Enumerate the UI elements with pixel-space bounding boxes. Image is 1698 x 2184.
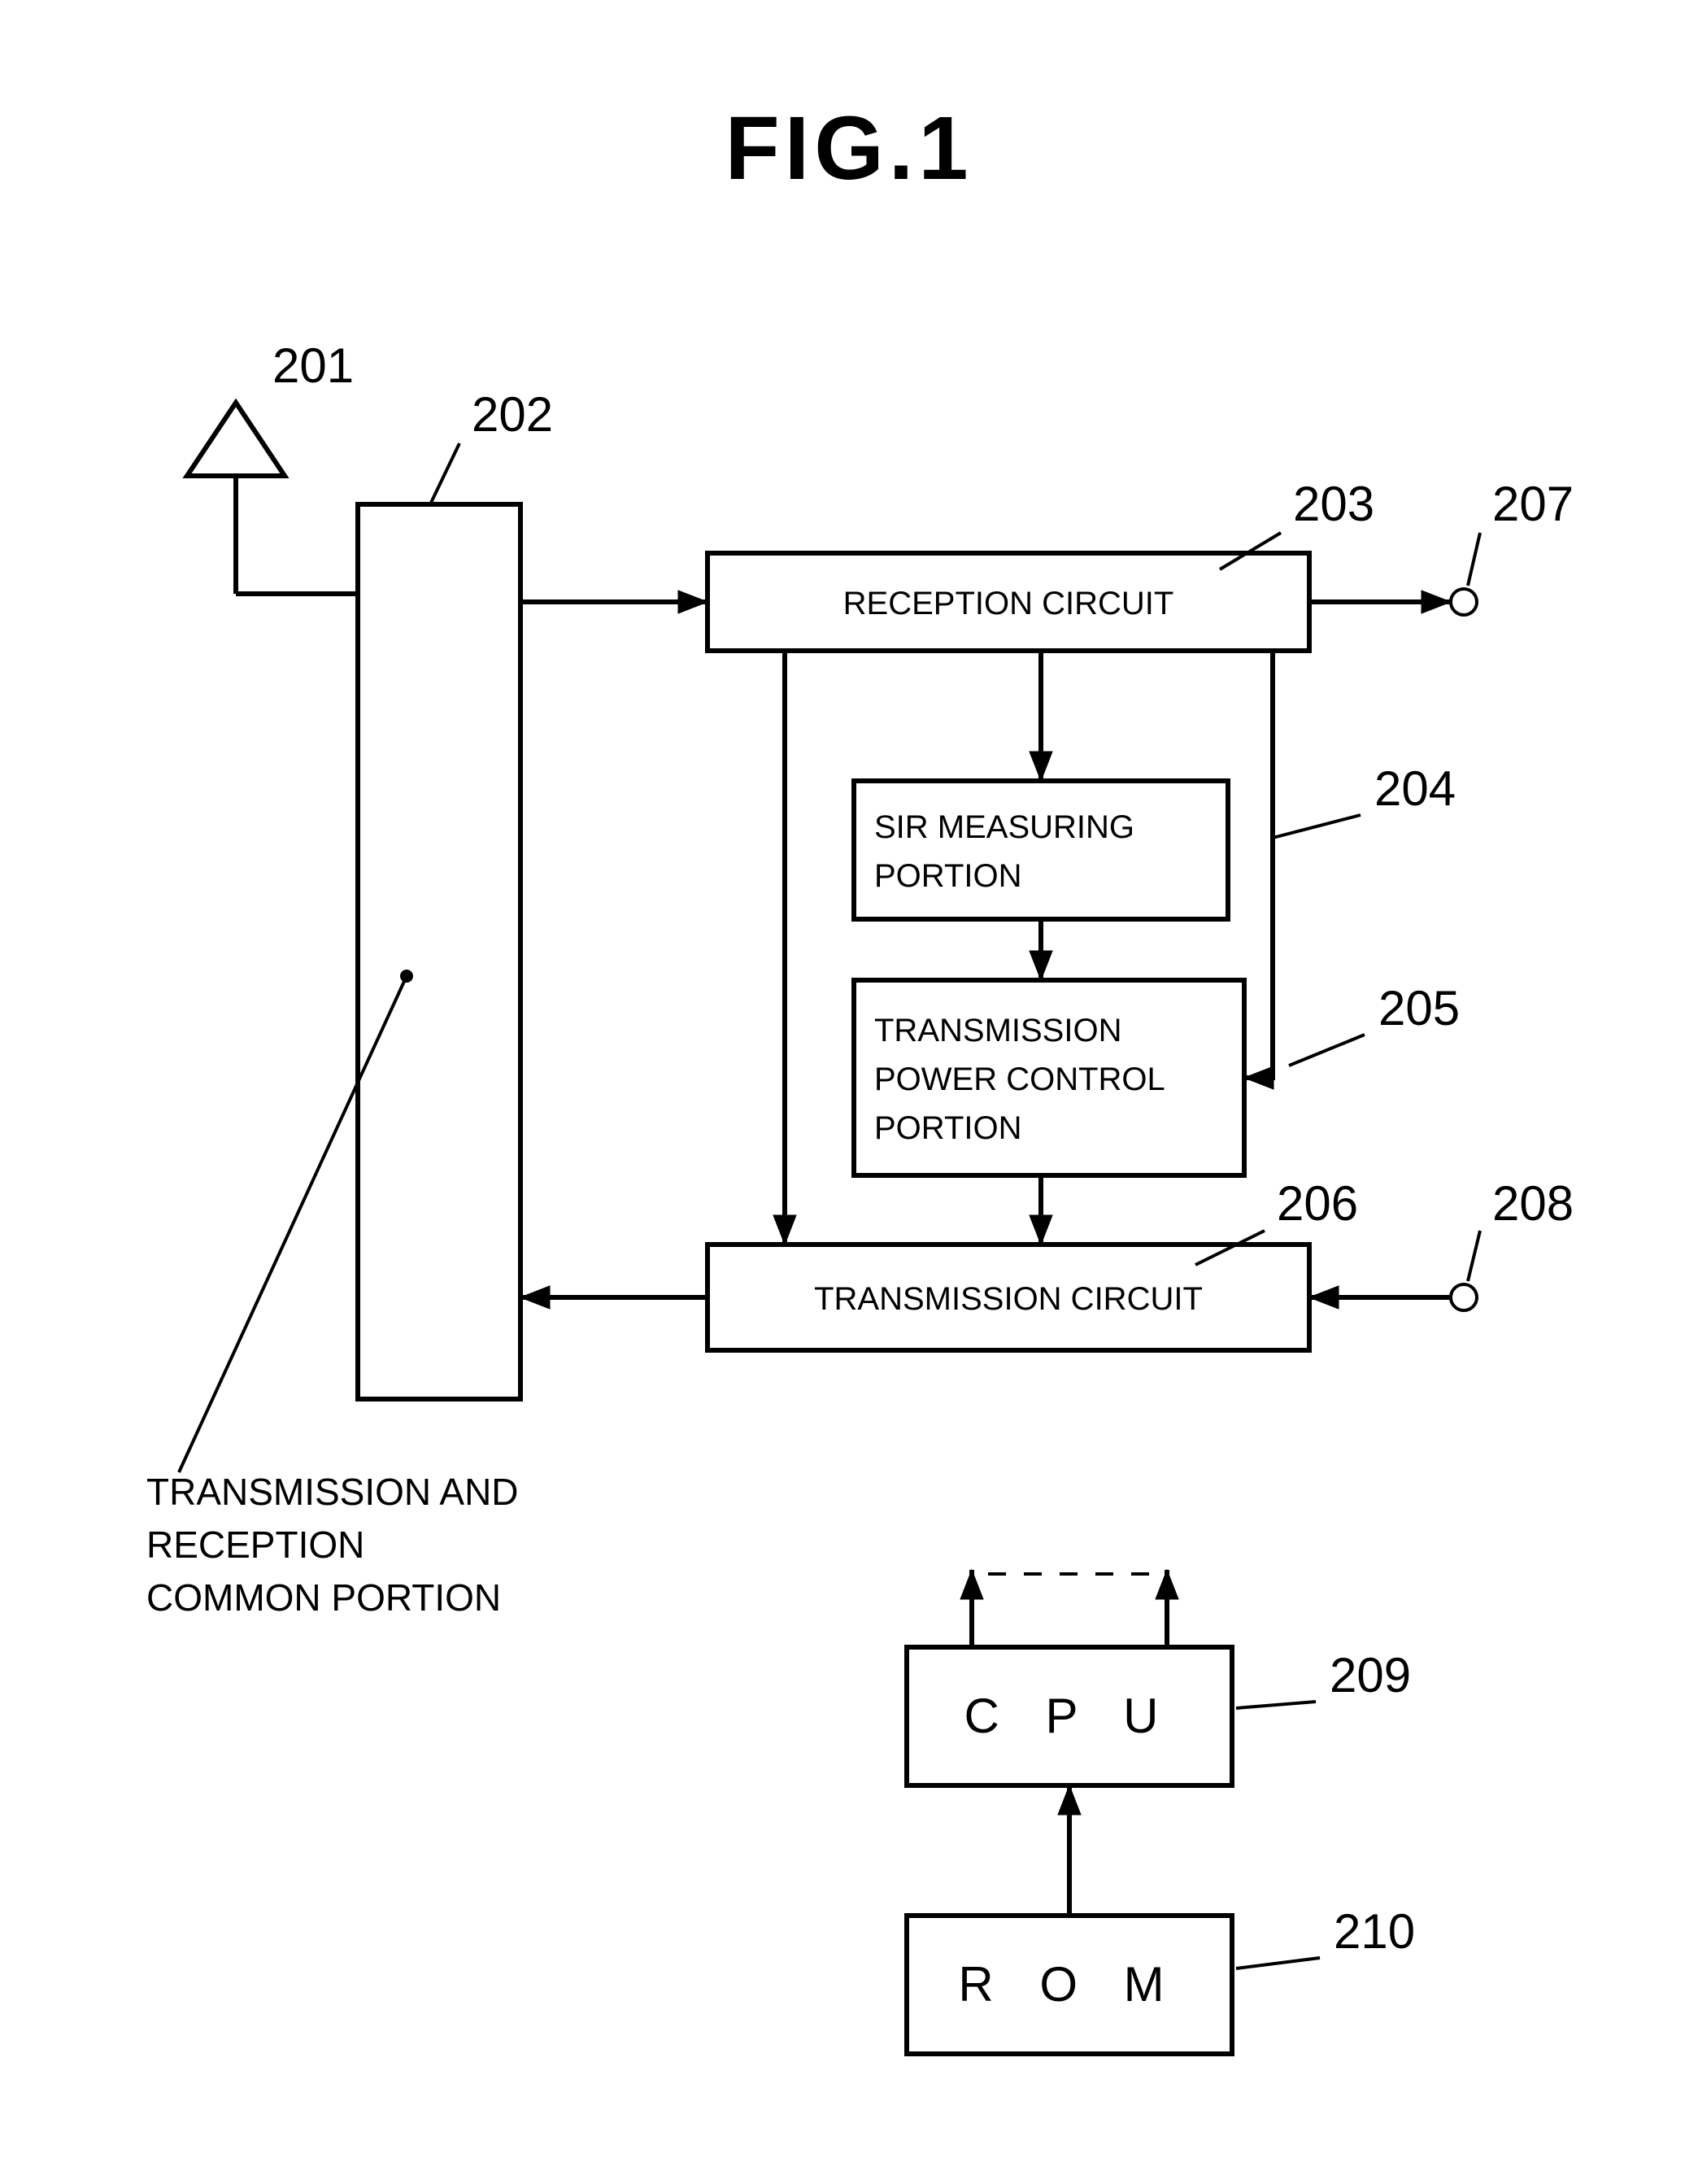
ref-209: 209 [1330, 1648, 1411, 1702]
label-tpc-3: PORTION [874, 1110, 1022, 1146]
arrowhead [520, 1286, 550, 1309]
label-transmission: TRANSMISSION CIRCUIT [814, 1281, 1203, 1317]
ref-202: 202 [472, 387, 553, 442]
ref-leader [1236, 1702, 1316, 1708]
label-rom: R O M [958, 1957, 1180, 2012]
note-line-2: RECEPTION [146, 1524, 364, 1566]
label-tpc-1: TRANSMISSION [874, 1013, 1121, 1048]
label-reception: RECEPTION CIRCUIT [843, 586, 1174, 621]
arrowhead [1309, 1286, 1339, 1309]
note-line-3: COMMON PORTION [146, 1576, 501, 1619]
arrowhead [1422, 591, 1451, 613]
terminal-input [1451, 1284, 1477, 1310]
wire-rx-tpc-side [1244, 651, 1273, 1078]
ref-206: 206 [1277, 1176, 1358, 1231]
note-pointer-dot [400, 970, 413, 983]
label-cpu: C P U [964, 1689, 1175, 1743]
figure-title: FIG.1 [725, 98, 973, 198]
ref-203: 203 [1293, 477, 1374, 531]
arrowhead [1030, 951, 1052, 980]
ref-leader [1273, 815, 1361, 838]
ref-leader [431, 443, 459, 503]
arrowhead [678, 591, 708, 613]
ref-leader [1468, 1231, 1480, 1281]
arrowhead [1058, 1785, 1081, 1815]
arrowhead [1244, 1066, 1274, 1089]
ref-205: 205 [1378, 981, 1460, 1035]
ref-207: 207 [1492, 477, 1574, 531]
block-sir [854, 781, 1228, 919]
ref-201: 201 [272, 338, 354, 393]
note-line-1: TRANSMISSION AND [146, 1471, 519, 1513]
arrowhead [1156, 1570, 1178, 1599]
arrowhead [1030, 752, 1052, 781]
ref-leader [1289, 1035, 1365, 1066]
label-sir-2: PORTION [874, 858, 1022, 894]
ref-204: 204 [1374, 761, 1456, 816]
ref-210: 210 [1334, 1904, 1415, 1959]
arrowhead [773, 1215, 796, 1245]
ref-leader [1468, 533, 1480, 586]
label-sir-1: SIR MEASURING [874, 809, 1134, 845]
ref-leader [1236, 1958, 1320, 1968]
block-common [358, 504, 520, 1399]
arrowhead [960, 1570, 983, 1599]
arrowhead [1030, 1215, 1052, 1245]
antenna-icon [187, 403, 285, 476]
ref-208: 208 [1492, 1176, 1574, 1231]
terminal-output [1451, 589, 1477, 615]
label-tpc-2: POWER CONTROL [874, 1061, 1165, 1097]
